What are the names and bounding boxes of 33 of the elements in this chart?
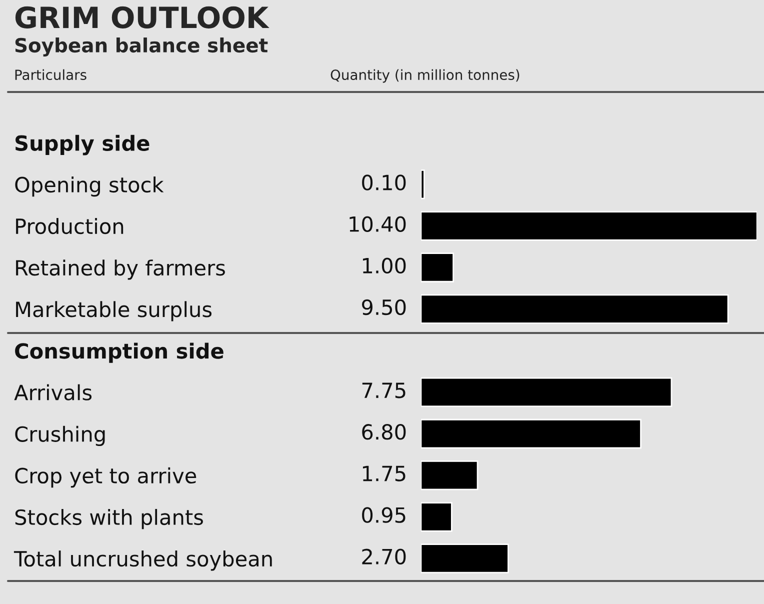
y-tick-label: Total uncrushed soybean: [14, 550, 272, 571]
text: Quantity (in million tonnes): [330, 69, 520, 83]
y-tick-label: Production: [16, 218, 124, 234]
data-label: 0.10: [362, 174, 406, 190]
text: Particulars: [15, 69, 86, 80]
bar: [420, 170, 425, 200]
bar: [420, 211, 758, 241]
y-tick-label: Marketable surplus: [16, 301, 212, 322]
y-tick-label: Arrivals: [14, 384, 92, 400]
bar: [420, 418, 642, 449]
y-tick-label: Crop yet to arrive: [15, 467, 196, 488]
bar: [420, 377, 672, 408]
bar: [420, 294, 729, 324]
y-tick-label: Supply side: [16, 134, 150, 156]
data-label: 1.00: [362, 258, 406, 274]
text: GRIM OUTLOOK: [15, 6, 270, 28]
bar: [420, 460, 478, 490]
data-label: 2.70: [362, 548, 406, 564]
y-tick-label: Opening stock: [15, 176, 164, 197]
y-tick-label: Stocks with plants: [15, 508, 203, 530]
data-label: 9.50: [362, 299, 406, 316]
bar: [420, 544, 509, 574]
y-tick-label: Crushing: [15, 426, 105, 446]
bar: [420, 502, 452, 532]
data-label: 7.75: [362, 382, 406, 398]
data-label: 10.40: [350, 216, 406, 232]
bar: [420, 252, 454, 282]
data-label: 0.95: [362, 507, 406, 523]
data-label: 1.75: [362, 466, 406, 482]
y-tick-label: Consumption side: [15, 342, 224, 363]
y-tick-label: Retained by farmers: [16, 260, 225, 280]
text: Soybean balance sheet: [15, 38, 268, 56]
data-label: 6.80: [362, 424, 406, 440]
